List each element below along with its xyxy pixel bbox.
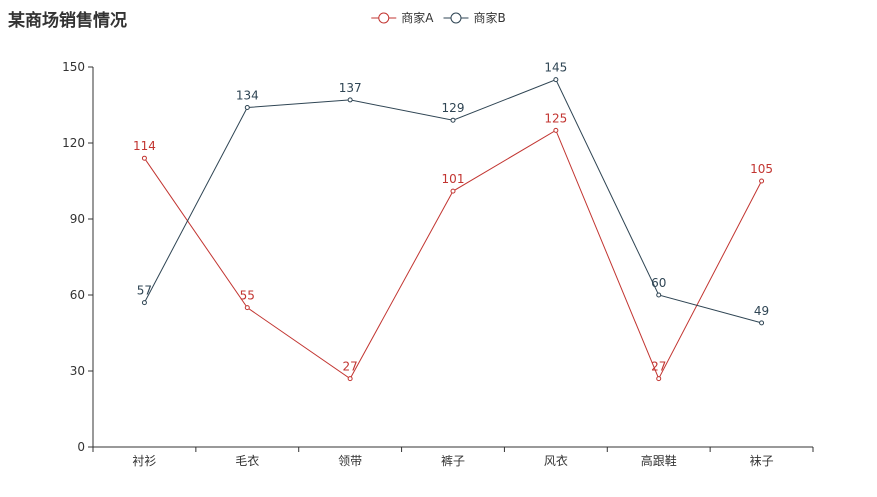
data-label: 125 — [544, 111, 567, 125]
data-label: 101 — [442, 172, 465, 186]
legend-marker — [450, 12, 462, 24]
data-point — [450, 117, 456, 123]
data-point — [553, 127, 559, 133]
x-tick-label: 风衣 — [544, 453, 568, 468]
data-label: 57 — [137, 284, 152, 298]
data-point — [244, 105, 250, 111]
data-point — [347, 97, 353, 103]
data-label: 137 — [339, 81, 362, 95]
x-tick-label: 毛衣 — [235, 453, 259, 468]
series-line — [144, 129, 763, 380]
data-point — [656, 292, 662, 298]
data-label: 105 — [750, 162, 773, 176]
y-tick-label: 150 — [62, 60, 85, 74]
data-point — [656, 376, 662, 382]
y-tick-label: 90 — [70, 212, 85, 226]
data-label: 145 — [544, 61, 567, 75]
data-point — [141, 155, 147, 161]
legend-item-1: 商家B — [443, 10, 506, 25]
x-axis: 衬衫 毛衣 领带 裤子 风衣 高跟鞋 袜子 — [92, 446, 814, 468]
data-point — [244, 305, 250, 311]
data-label: 60 — [651, 276, 666, 290]
y-tick-label: 120 — [62, 136, 85, 150]
data-label: 27 — [651, 360, 666, 374]
data-point — [759, 320, 765, 326]
data-label: 55 — [240, 289, 255, 303]
series-1: 57 134 137 129 145 60 49 — [137, 61, 769, 326]
data-point — [759, 178, 765, 184]
x-tick-label: 高跟鞋 — [641, 453, 677, 468]
chart-title: 某商场销售情况 — [8, 10, 127, 31]
data-label: 114 — [133, 139, 156, 153]
data-label: 129 — [442, 101, 465, 115]
data-point — [347, 376, 353, 382]
data-label: 134 — [236, 89, 259, 103]
legend: 商家A 商家B — [371, 10, 506, 25]
x-tick-label: 衬衫 — [132, 454, 156, 468]
data-point — [450, 188, 456, 194]
legend-label: 商家B — [473, 10, 505, 25]
y-tick-label: 0 — [77, 440, 85, 454]
y-axis: 0 30 60 90 120 150 — [62, 60, 94, 454]
x-tick-label: 袜子 — [750, 454, 774, 468]
data-label: 27 — [343, 360, 358, 374]
data-point — [553, 77, 559, 83]
legend-marker — [378, 12, 390, 24]
y-tick-label: 60 — [70, 288, 85, 302]
series-layer: 114 55 27 101 125 27 105 57 134 137 129 145 60 49 — [133, 61, 773, 382]
x-tick-label: 领带 — [338, 454, 362, 468]
legend-label: 商家A — [401, 10, 434, 25]
data-point — [141, 300, 147, 306]
data-label: 49 — [754, 304, 769, 318]
legend-item-0: 商家A — [371, 10, 434, 25]
y-tick-label: 30 — [70, 364, 85, 378]
series-line — [143, 79, 762, 324]
series-0: 114 55 27 101 125 27 105 — [133, 111, 773, 382]
x-tick-label: 裤子 — [441, 454, 465, 468]
